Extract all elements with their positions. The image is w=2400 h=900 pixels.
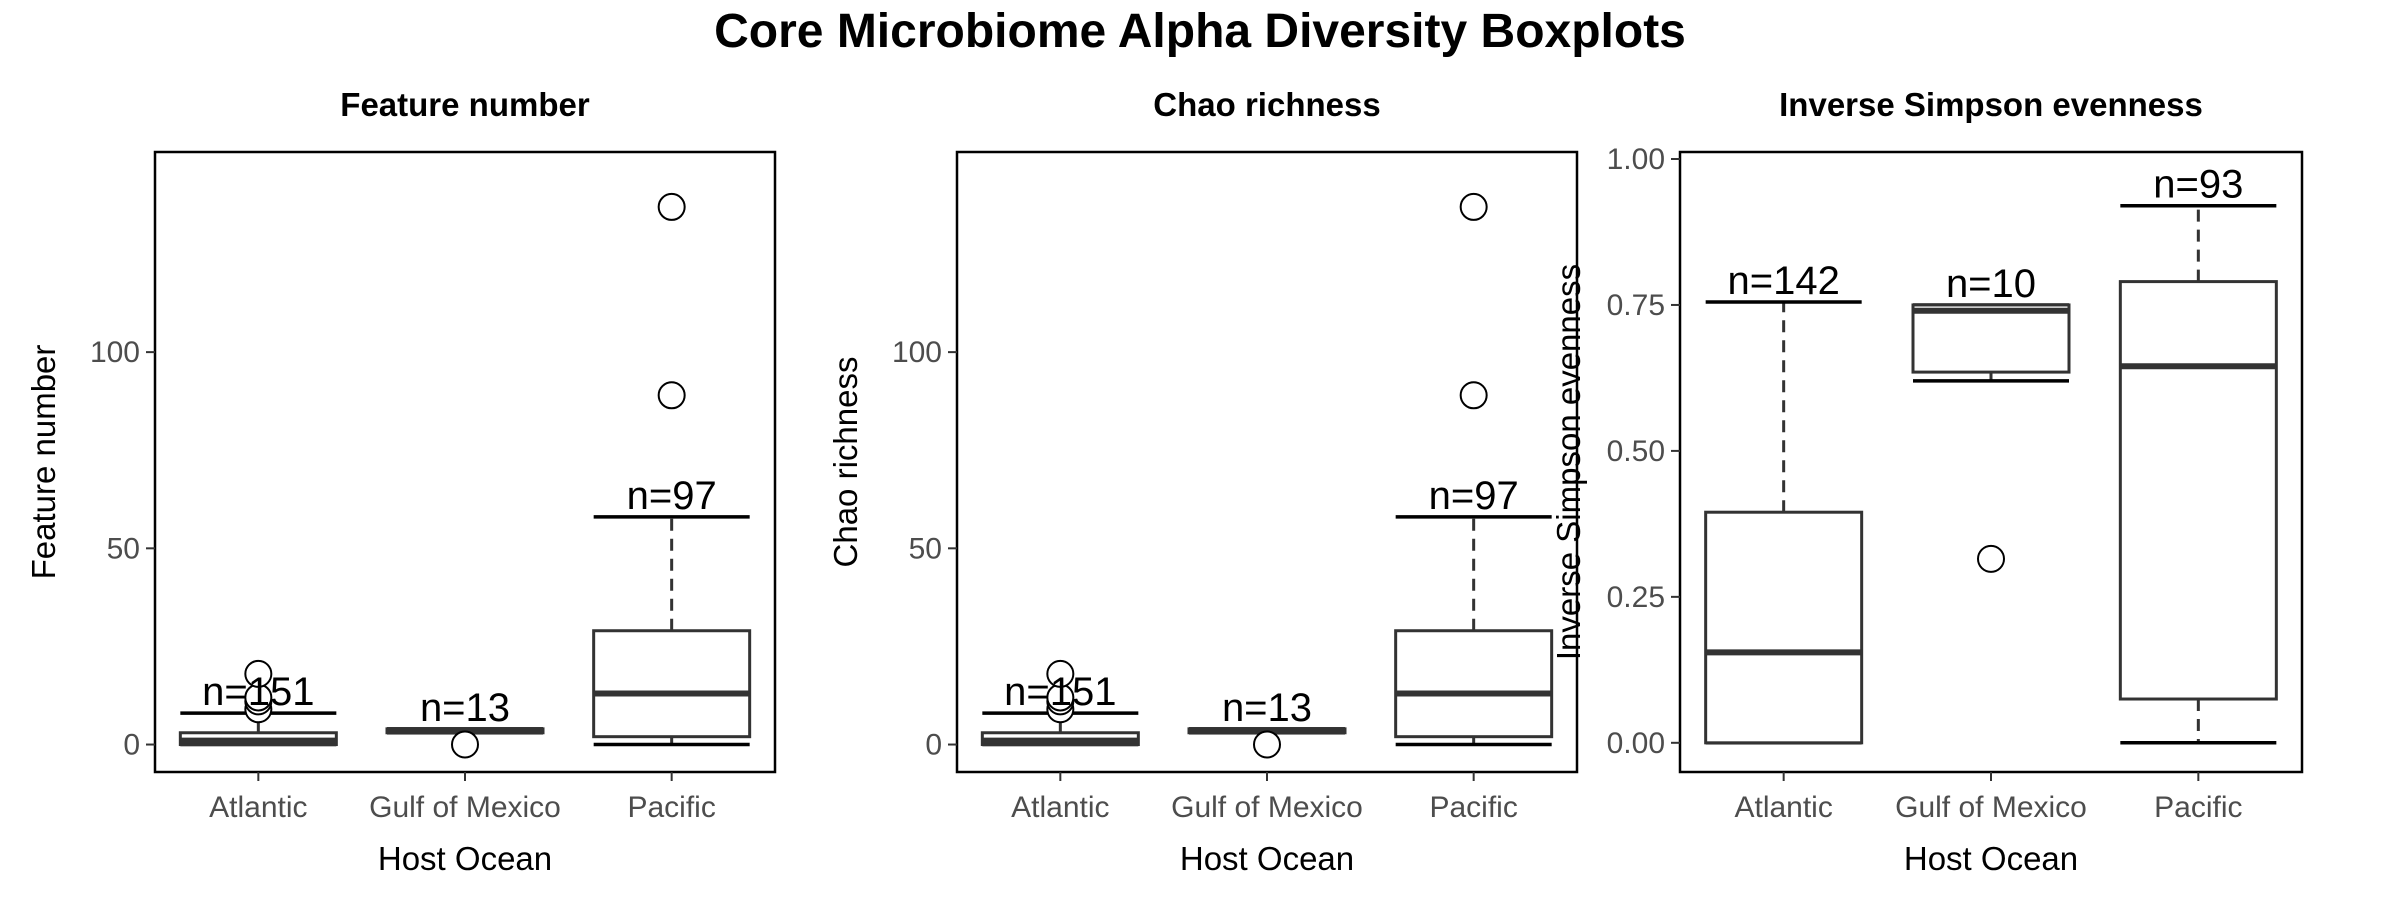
outlier-point — [1253, 730, 1281, 759]
x-tick-label: Pacific — [1429, 791, 1517, 824]
x-axis-title: Host Ocean — [1180, 840, 1354, 877]
iqr-box — [592, 629, 752, 739]
x-axis-title: Host Ocean — [1904, 840, 2078, 877]
box-pacific: n=93 — [2118, 163, 2278, 745]
panel-title: Feature number — [340, 86, 590, 123]
outlier-point — [1046, 659, 1075, 688]
box-pacific: n=97 — [1394, 192, 1554, 747]
x-tick-label: Gulf of Mexico — [1171, 791, 1363, 824]
y-axis-title: Chao richness — [827, 357, 864, 568]
x-tick-label: Pacific — [627, 791, 715, 824]
box-gulf-of-mexico: n=13 — [385, 686, 545, 759]
iqr-box — [1704, 510, 1864, 745]
n-label: n=151 — [202, 670, 314, 714]
y-tick-label: 1.00 — [1607, 143, 1665, 176]
x-tick-label: Gulf of Mexico — [369, 791, 561, 824]
outlier-point — [244, 659, 273, 688]
y-axis-title: Inverse Simpson evenness — [1550, 264, 1587, 660]
panel-title: Chao richness — [1153, 86, 1380, 123]
iqr-box — [1911, 303, 2071, 374]
box-atlantic: n=151 — [980, 659, 1140, 747]
outlier-point — [1459, 192, 1488, 221]
y-tick-label: 0.25 — [1607, 581, 1665, 614]
n-label: n=93 — [2153, 163, 2243, 207]
y-tick-label: 0 — [123, 729, 140, 762]
n-label: n=13 — [1222, 686, 1312, 730]
box-pacific: n=97 — [592, 192, 752, 747]
outlier-point — [657, 381, 686, 410]
panel-feature-number: Feature number 0 50 100 Atlantic Gulf of Mexi… — [25, 86, 777, 877]
n-label: n=142 — [1727, 259, 1839, 303]
box-gulf-of-mexico: n=13 — [1187, 686, 1347, 759]
x-tick-label: Atlantic — [1734, 791, 1832, 824]
n-label: n=151 — [1004, 670, 1116, 714]
panel-title: Inverse Simpson evenness — [1779, 86, 2203, 123]
y-tick-label: 50 — [909, 532, 942, 565]
outlier-point — [451, 730, 479, 759]
box-gulf-of-mexico: n=10 — [1911, 262, 2071, 573]
iqr-box — [2118, 280, 2278, 701]
outlier-point — [657, 192, 686, 221]
y-tick-label: 0.00 — [1607, 727, 1665, 760]
outlier-point — [1977, 544, 2005, 573]
y-tick-label: 50 — [107, 532, 140, 565]
x-axis-title: Host Ocean — [378, 840, 552, 877]
n-label: n=10 — [1946, 262, 2036, 306]
x-tick-label: Gulf of Mexico — [1895, 791, 2087, 824]
outlier-point — [1459, 381, 1488, 410]
y-tick-label: 100 — [90, 336, 140, 369]
x-tick-label: Pacific — [2154, 791, 2242, 824]
panel-chao-richness: Chao richness 0 50 100 Atlantic Gulf of Mexic… — [827, 86, 1579, 877]
y-tick-label: 0.50 — [1607, 435, 1665, 468]
y-axis-title: Feature number — [25, 345, 62, 580]
y-tick-label: 100 — [892, 336, 942, 369]
figure-title: Core Microbiome Alpha Diversity Boxplots — [714, 5, 1686, 58]
n-label: n=97 — [627, 474, 717, 518]
box-atlantic: n=142 — [1704, 259, 1864, 745]
panel-inverse-simpson-evenness: Inverse Simpson evenness 0.00 0.25 0.50 0.75… — [1550, 86, 2304, 877]
box-atlantic: n=151 — [178, 659, 338, 747]
x-tick-label: Atlantic — [209, 791, 307, 824]
n-label: n=97 — [1429, 474, 1519, 518]
n-label: n=13 — [420, 686, 510, 730]
y-tick-label: 0.75 — [1607, 289, 1665, 322]
iqr-box — [1394, 629, 1554, 739]
y-tick-label: 0 — [925, 729, 942, 762]
x-tick-label: Atlantic — [1011, 791, 1109, 824]
